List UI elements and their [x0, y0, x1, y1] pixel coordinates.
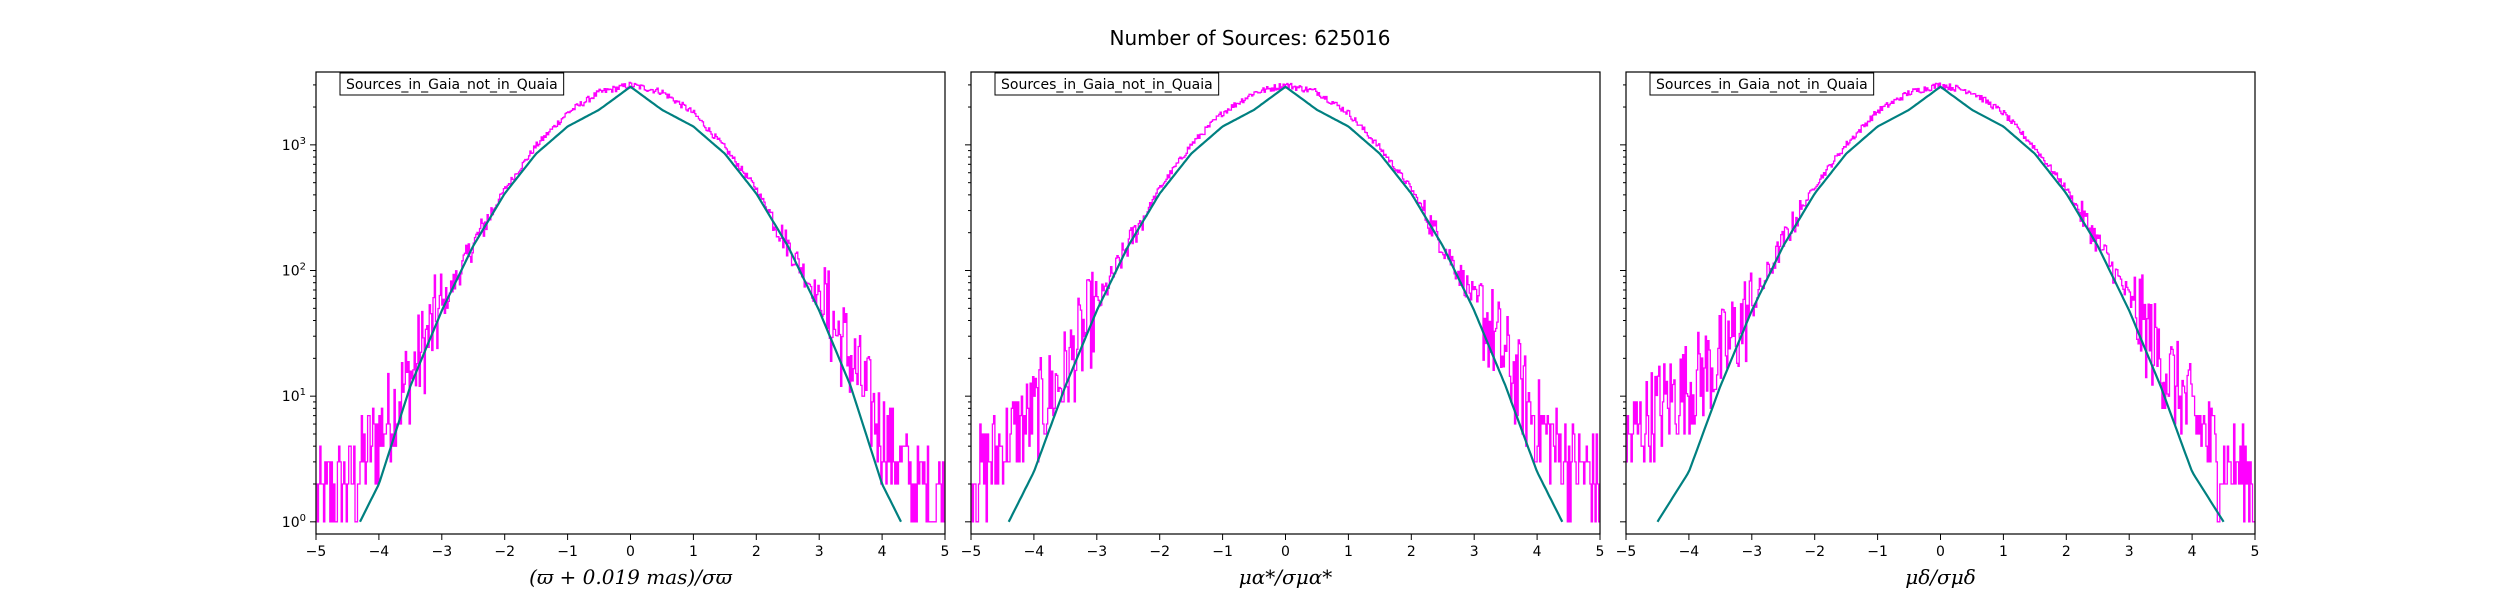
x-tick-label: −5 [1616, 544, 1637, 560]
x-tick-label: 2 [1407, 544, 1416, 560]
axes-frame [315, 71, 946, 535]
x-tick-label: 5 [941, 544, 950, 560]
legend-label: Sources_in_Gaia_not_in_Quaia [346, 77, 558, 93]
x-tick-label: −4 [1024, 544, 1045, 560]
y-tick-label: 102 [282, 262, 306, 280]
x-tick-label: 2 [2062, 544, 2071, 560]
x-tick-label: 2 [752, 544, 761, 560]
x-tick-label: −3 [1741, 544, 1762, 560]
model-curve [359, 85, 902, 523]
x-tick-label: 0 [1281, 544, 1290, 560]
legend-label: Sources_in_Gaia_not_in_Quaia [1656, 77, 1868, 93]
x-tick-label: −3 [1086, 544, 1107, 560]
legend-box [994, 72, 1220, 96]
y-tick-label: 100 [282, 513, 306, 531]
y-tick-label: 101 [282, 387, 306, 405]
legend-box [339, 72, 565, 96]
x-tick-label: 4 [1533, 544, 1542, 560]
histogram-series [1626, 82, 2255, 523]
x-tick-label: 5 [2251, 544, 2260, 560]
x-tick-label: 3 [1470, 544, 1479, 560]
x-axis-label: (ϖ + 0.019 mas)/σϖ [529, 565, 733, 589]
chart-panel-1: −5 −4 −3 −2 −1 0 1 2 3 4 5 100 101 102 103 Sources_in_G… [282, 71, 950, 589]
x-tick-label: 1 [1344, 544, 1353, 560]
axes-frame [1625, 71, 2256, 535]
x-tick-label: −4 [369, 544, 390, 560]
histogram-series [971, 82, 1600, 523]
x-tick-label: 0 [1936, 544, 1945, 560]
x-tick-label: 1 [689, 544, 698, 560]
x-tick-label: 4 [2188, 544, 2197, 560]
axes-frame [970, 71, 1601, 535]
model-curve [1656, 85, 2225, 523]
x-tick-label: 4 [878, 544, 887, 560]
legend-box [1649, 72, 1875, 96]
x-tick-label: 3 [815, 544, 824, 560]
x-tick-label: −1 [557, 544, 578, 560]
x-tick-label: 1 [1999, 544, 2008, 560]
x-tick-label: −2 [494, 544, 515, 560]
x-tick-label: −2 [1149, 544, 1170, 560]
x-axis-label: μα*/σμα* [1239, 565, 1332, 589]
x-tick-label: −2 [1804, 544, 1825, 560]
x-tick-label: −5 [961, 544, 982, 560]
x-tick-label: −3 [431, 544, 452, 560]
x-tick-label: −4 [1679, 544, 1700, 560]
x-tick-label: −1 [1867, 544, 1888, 560]
model-curve [1007, 85, 1564, 523]
figure-title: Number of Sources: 625016 [1109, 26, 1391, 50]
x-tick-label: 0 [626, 544, 635, 560]
x-tick-label: −5 [306, 544, 327, 560]
y-tick-label: 103 [282, 136, 306, 154]
legend-label: Sources_in_Gaia_not_in_Quaia [1001, 77, 1213, 93]
legend: Sources_in_Gaia_not_in_Quaia [339, 72, 565, 96]
x-tick-label: 5 [1596, 544, 1605, 560]
chart-panel-2: −5 −4 −3 −2 −1 0 1 2 3 4 5 Sources_in_Gaia_not_in_Q… [961, 71, 1605, 589]
legend: Sources_in_Gaia_not_in_Quaia [1649, 72, 1875, 96]
chart-panel-3: −5 −4 −3 −2 −1 0 1 2 3 4 5 Sources_in_Gaia_not_in_Q… [1616, 71, 2260, 589]
histogram-series [316, 81, 945, 523]
x-tick-label: 3 [2125, 544, 2134, 560]
x-axis-label: μδ/σμδ [1905, 565, 1975, 589]
x-tick-label: −1 [1212, 544, 1233, 560]
legend: Sources_in_Gaia_not_in_Quaia [994, 72, 1220, 96]
